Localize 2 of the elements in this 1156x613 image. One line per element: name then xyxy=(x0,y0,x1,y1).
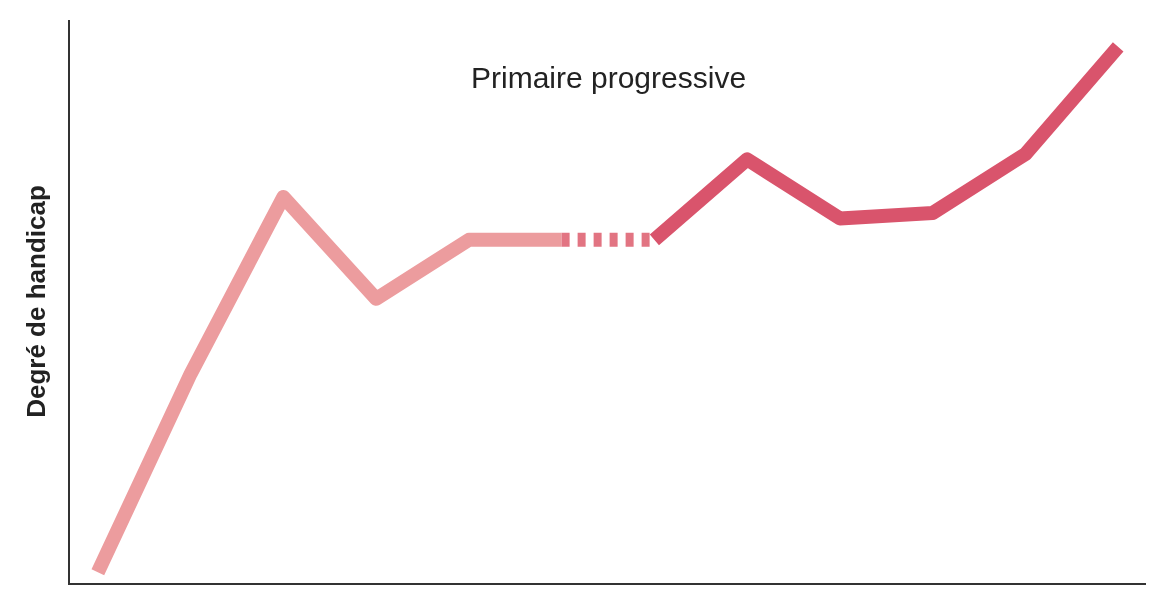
text: Primaire progressive xyxy=(471,61,747,94)
y-axis-title: Degré de handicap xyxy=(20,185,51,418)
